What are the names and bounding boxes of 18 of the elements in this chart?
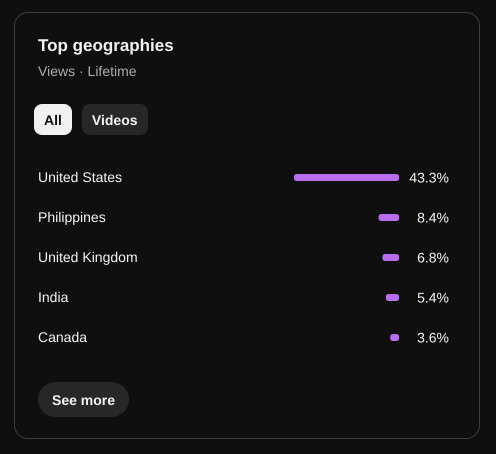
tab-button: All <box>34 104 72 135</box>
y-tick-label: Canada <box>38 328 88 345</box>
bar <box>378 214 399 221</box>
data-label: 3.6% <box>417 329 449 346</box>
text: Top geographies <box>38 36 174 56</box>
bar <box>294 174 399 181</box>
y-tick-label: United Kingdom <box>38 248 138 265</box>
y-tick-label: India <box>38 288 69 305</box>
pill-button: See more <box>38 382 130 417</box>
data-label: 43.3% <box>409 169 449 186</box>
y-tick-label: Philippines <box>38 208 106 225</box>
bar <box>382 254 399 261</box>
data-label: 8.4% <box>417 209 449 226</box>
y-tick-label: United States <box>38 168 122 185</box>
text: Views · Lifetime <box>38 62 137 80</box>
data-label: 6.8% <box>417 249 449 266</box>
tab-button: Videos <box>82 104 148 135</box>
data-label: 5.4% <box>417 289 449 306</box>
